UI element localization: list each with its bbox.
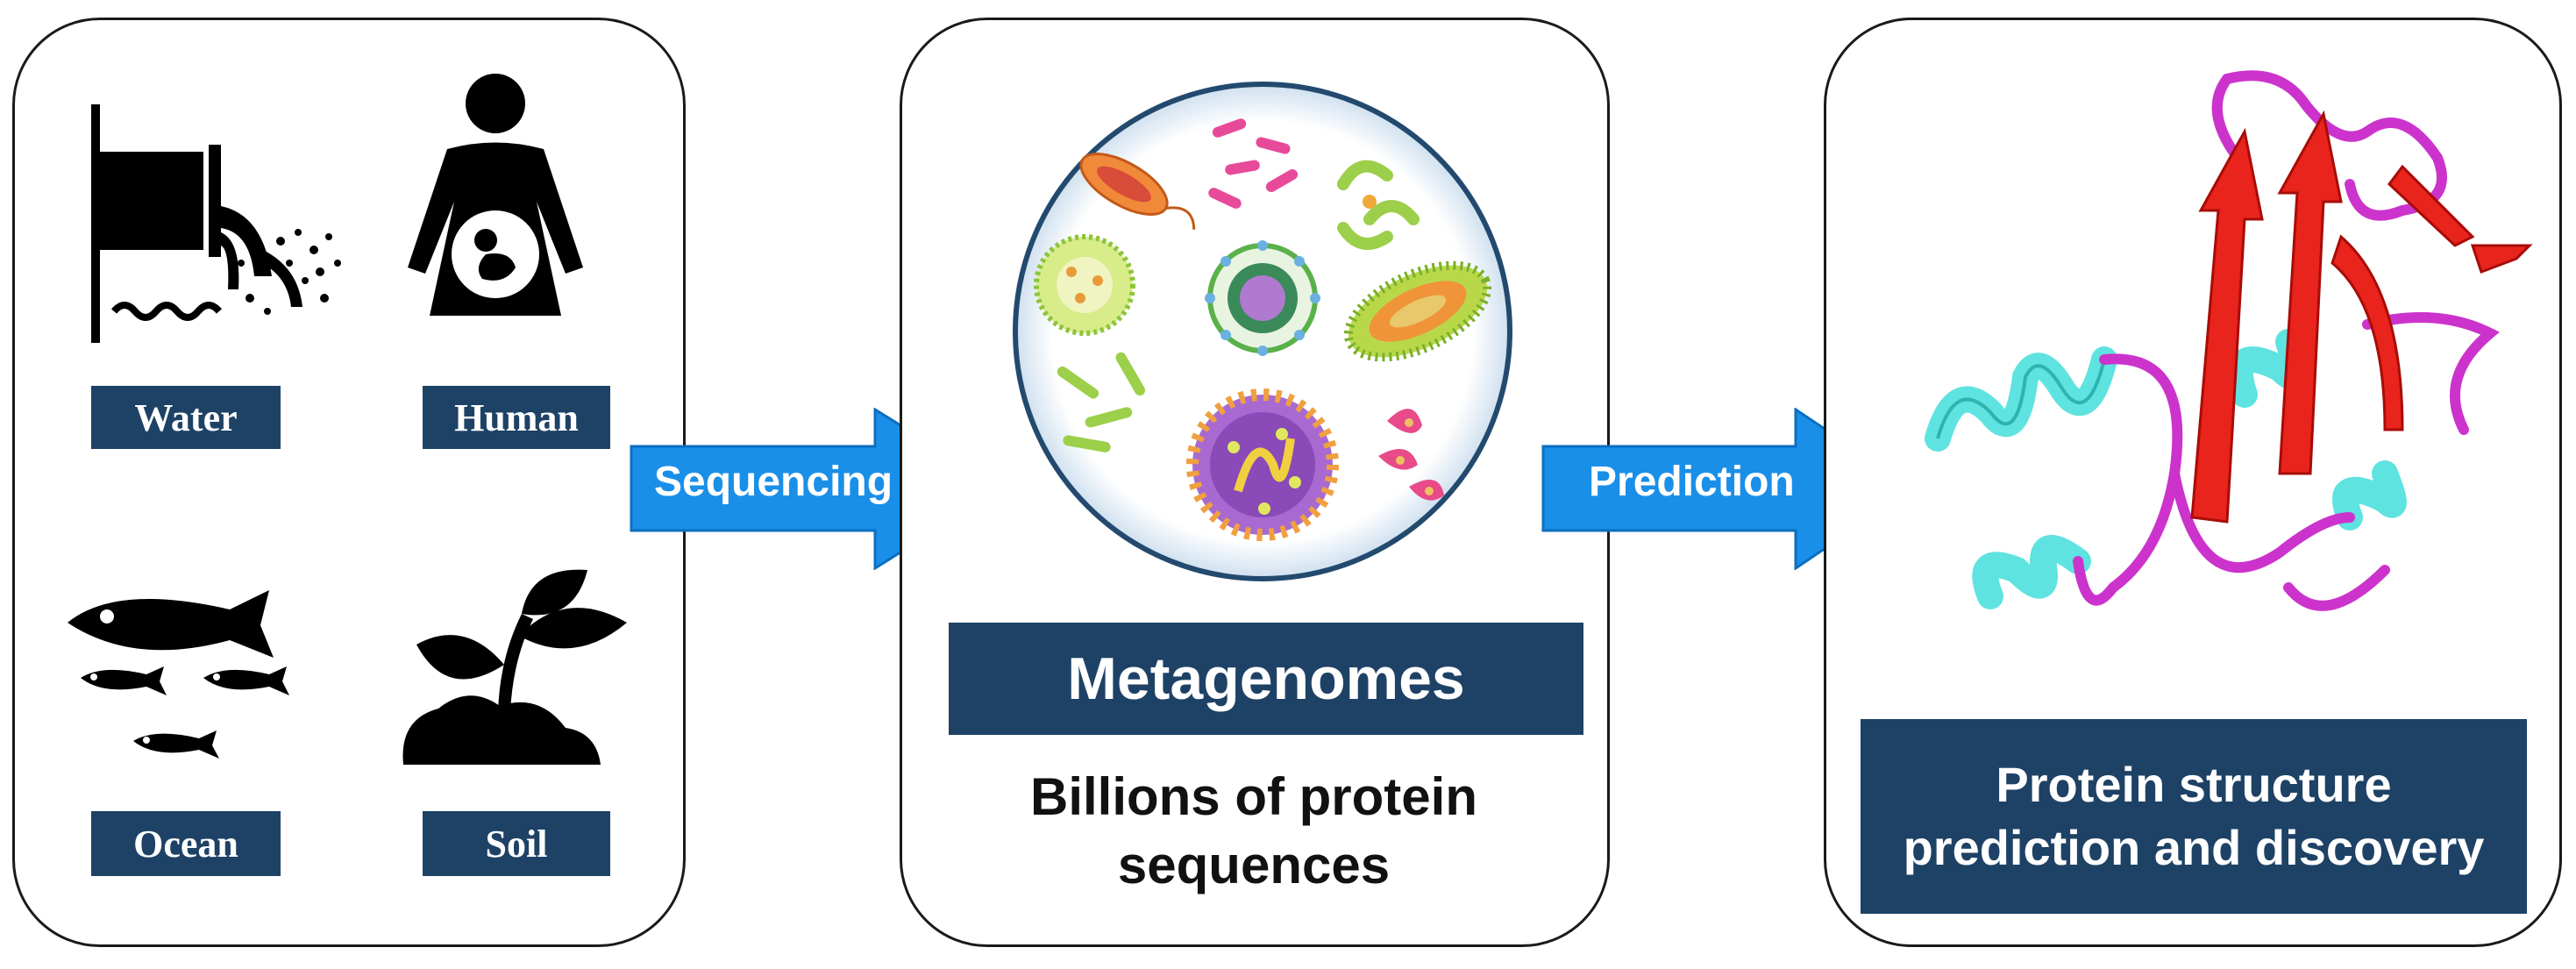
sequencing-label: Sequencing (654, 459, 893, 505)
microbes-icon (1013, 82, 1512, 581)
human-label: Human (423, 386, 610, 449)
pregnant-woman-icon (408, 74, 583, 316)
plant-sprout-icon (402, 569, 627, 765)
prediction-label: Prediction (1589, 459, 1795, 505)
soil-label: Soil (423, 811, 610, 876)
prediction-title-line-1: Protein structure (1996, 757, 2392, 812)
prediction-title: Protein structure prediction and discove… (1861, 719, 2527, 914)
fish-icon (68, 590, 289, 759)
caption-line-2: sequences (1117, 836, 1391, 894)
water-label: Water (91, 386, 281, 449)
metagenomes-title: Metagenomes (949, 623, 1583, 735)
protein-structure-icon (1925, 70, 2533, 611)
ocean-label: Ocean (91, 811, 281, 876)
metagenomes-caption: Billions of protein sequences (929, 763, 1578, 900)
caption-line-1: Billions of protein (1030, 767, 1477, 826)
prediction-title-line-2: prediction and discovery (1903, 820, 2485, 875)
pipe-outflow-icon (91, 104, 341, 343)
